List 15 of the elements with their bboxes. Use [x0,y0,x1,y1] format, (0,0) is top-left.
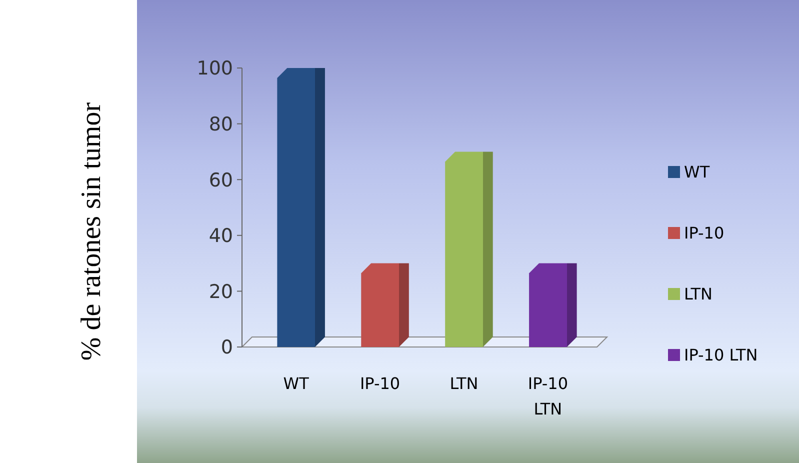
y-tick-label: 60 [208,169,233,192]
legend-label: WT [684,162,710,182]
x-tick-label: WT [283,374,310,393]
y-tick-label: 20 [208,280,233,303]
x-tick-label: IP-10 [360,374,400,393]
y-tick-label: 80 [208,113,233,136]
y-tick-label: 100 [196,58,233,80]
x-tick-label: LTN [450,374,478,393]
legend-label: IP-10 [684,224,724,243]
x-tick-label: IP-10 LTN [528,374,568,419]
legend-label: LTN [684,284,712,304]
y-tick-label: 0 [220,336,233,359]
y-tick-label: 40 [208,225,233,248]
legend-label: IP-10 LTN [684,346,758,365]
y-axis-title: % de ratones sin tumor [76,102,107,361]
